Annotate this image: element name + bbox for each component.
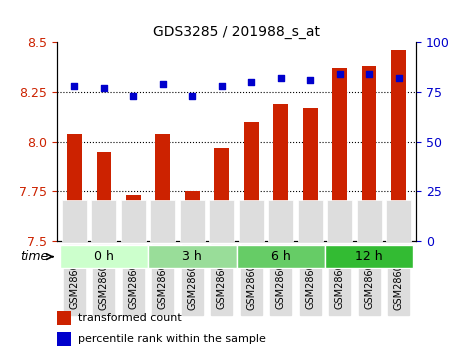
FancyBboxPatch shape: [60, 246, 148, 268]
Text: 6 h: 6 h: [271, 250, 290, 263]
FancyBboxPatch shape: [239, 200, 264, 242]
Bar: [303, 108, 317, 241]
Text: 0 h: 0 h: [94, 250, 114, 263]
Point: [70, 83, 78, 89]
Bar: [67, 134, 82, 241]
Bar: [96, 152, 111, 241]
FancyBboxPatch shape: [236, 246, 325, 268]
Bar: [156, 134, 170, 241]
Point: [277, 75, 284, 81]
Text: transformed count: transformed count: [79, 313, 182, 323]
FancyBboxPatch shape: [268, 200, 293, 242]
Bar: [57, 312, 71, 325]
Bar: [57, 332, 71, 346]
FancyBboxPatch shape: [180, 200, 205, 242]
Bar: [244, 122, 259, 241]
FancyBboxPatch shape: [357, 200, 382, 242]
FancyBboxPatch shape: [325, 246, 413, 268]
Bar: [185, 191, 200, 241]
FancyBboxPatch shape: [121, 200, 146, 242]
Text: 12 h: 12 h: [355, 250, 383, 263]
Bar: [214, 148, 229, 241]
Point: [100, 85, 108, 91]
Text: percentile rank within the sample: percentile rank within the sample: [79, 334, 266, 344]
Bar: [362, 66, 377, 241]
Text: 3 h: 3 h: [183, 250, 202, 263]
Bar: [273, 104, 288, 241]
Text: time: time: [20, 250, 48, 263]
Point: [307, 77, 314, 83]
Point: [159, 81, 166, 87]
FancyBboxPatch shape: [148, 246, 236, 268]
Bar: [391, 50, 406, 241]
Point: [247, 79, 255, 85]
Point: [395, 75, 403, 81]
FancyBboxPatch shape: [209, 200, 234, 242]
Bar: [332, 68, 347, 241]
FancyBboxPatch shape: [150, 200, 175, 242]
Point: [218, 83, 226, 89]
FancyBboxPatch shape: [62, 200, 87, 242]
FancyBboxPatch shape: [386, 200, 411, 242]
FancyBboxPatch shape: [327, 200, 352, 242]
Bar: [126, 195, 141, 241]
Point: [189, 93, 196, 99]
Point: [365, 72, 373, 77]
FancyBboxPatch shape: [91, 200, 116, 242]
FancyBboxPatch shape: [298, 200, 323, 242]
Point: [336, 72, 343, 77]
Text: GDS3285 / 201988_s_at: GDS3285 / 201988_s_at: [153, 25, 320, 39]
Point: [130, 93, 137, 99]
